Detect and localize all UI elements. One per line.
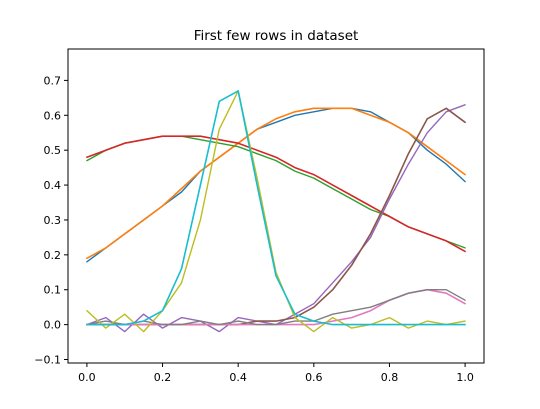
x-tick-label: 0.8: [381, 371, 399, 384]
series-line-7: [86, 289, 466, 326]
x-tick-label: 1.0: [456, 371, 474, 384]
series-line-1: [86, 107, 466, 260]
series-line-9: [86, 90, 466, 326]
x-tick-label: 0.4: [229, 371, 247, 384]
x-axis: 0.0 0.2 0.4 0.6 0.8 1.0: [78, 363, 474, 384]
y-tick-label: 0.4: [44, 179, 62, 192]
x-tick-label: 0.2: [154, 371, 172, 384]
y-tick-label: 0.7: [44, 74, 62, 87]
y-tick-label: 0.6: [44, 109, 62, 122]
series-layer: [86, 90, 466, 333]
y-axis: −0.1 0.0 0.1 0.2 0.3 0.4 0.5 0.6 0.7: [34, 74, 68, 367]
plot-area: [68, 49, 484, 363]
y-tick-label: −0.1: [34, 354, 61, 367]
series-line-3: [86, 135, 466, 253]
y-tick-label: 0.2: [44, 249, 62, 262]
y-tick-label: 0.1: [44, 284, 62, 297]
y-tick-label: 0.0: [44, 319, 62, 332]
chart-title: First few rows in dataset: [194, 28, 359, 44]
x-tick-label: 0.6: [305, 371, 323, 384]
y-tick-label: 0.5: [44, 144, 62, 157]
x-tick-label: 0.0: [78, 371, 96, 384]
plot-frame: [67, 48, 485, 364]
y-tick-label: 0.3: [44, 214, 62, 227]
